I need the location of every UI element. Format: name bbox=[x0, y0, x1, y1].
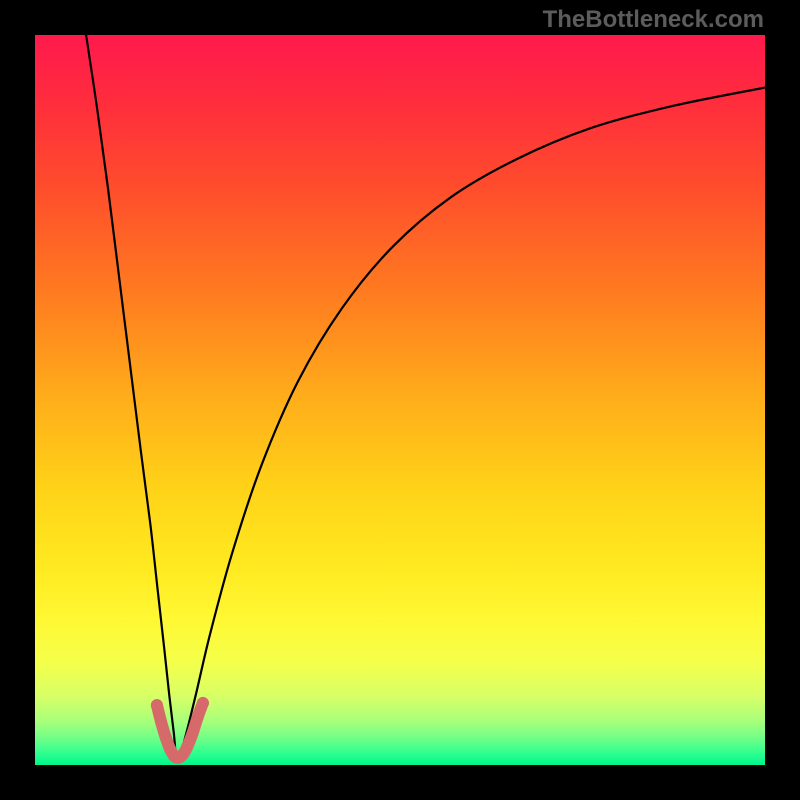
stage: TheBottleneck.com bbox=[0, 0, 800, 800]
bottleneck-curve bbox=[86, 35, 765, 761]
plot-frame bbox=[35, 35, 765, 765]
curve-layer bbox=[35, 35, 765, 765]
watermark-text: TheBottleneck.com bbox=[543, 6, 764, 34]
